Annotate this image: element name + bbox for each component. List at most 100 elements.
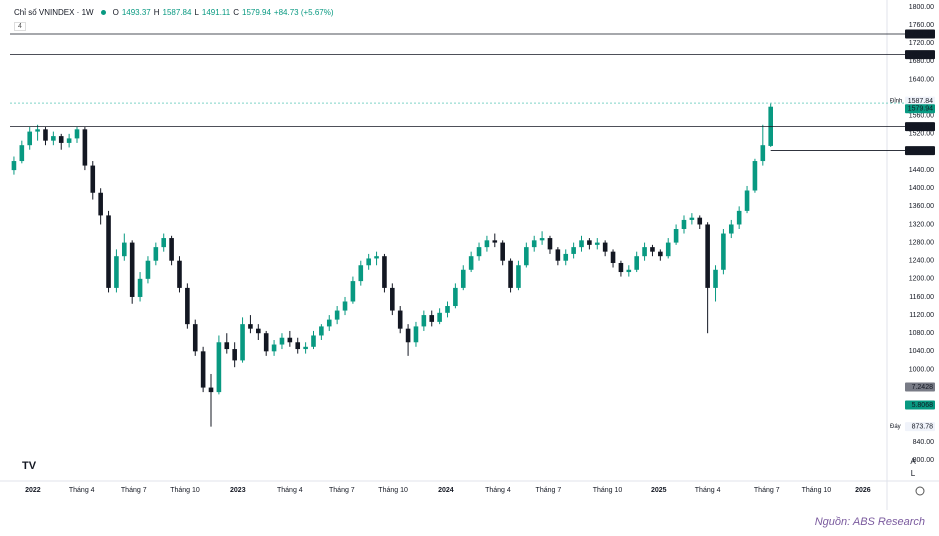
x-tick-label: 2025 [651,487,667,494]
y-tick-label: 1800.00 [909,4,934,11]
candle-body [445,306,450,313]
candle-body [11,161,17,171]
candle-body [705,224,710,288]
candle-body [106,215,111,288]
y-tick-label: 1560.00 [909,113,934,120]
level-tag: 1536.02 [908,123,933,130]
x-tick-label: Tháng 7 [121,487,147,494]
ohlc-value: 1493.37 [121,8,151,17]
candle-body [192,324,198,352]
volume-tag-bg [905,382,935,392]
candle-body [279,337,285,345]
volume-tag-bg [905,400,935,410]
candle-body [476,247,482,257]
settings-icon[interactable] [915,486,925,496]
candle-body [681,219,687,230]
candle-body [492,240,498,243]
last-price-tag: 1579.94 [908,106,933,113]
y-tick-label: 1000.00 [909,366,934,373]
candle-body [358,265,364,282]
candle-body [35,129,40,132]
candle-body [397,310,403,329]
candle-body [618,262,624,273]
candle-body [555,249,561,261]
y-tick-label: 1200.00 [909,276,934,283]
high-tag-bg [905,96,935,106]
volume-tag: 7.2428 [912,384,934,391]
low-label: Đáy [890,424,901,430]
candle-body [287,337,293,343]
y-tick-label: 840.00 [913,439,935,446]
candle-body [500,242,505,261]
candle-body [744,190,750,211]
last-price-tag-bg [905,104,935,114]
candle-body [82,129,88,166]
candle-body [319,326,324,336]
candle-body [468,256,474,270]
candle-body [594,242,600,245]
x-tick-label: Tháng 4 [695,487,721,494]
candle-body [263,333,269,352]
candle-body [43,129,48,141]
candle-body [760,145,766,162]
level-tag-bg [905,146,935,156]
candle-body [390,287,395,311]
candle-body [642,247,647,257]
candle-body [547,238,553,250]
candle-body [240,324,245,361]
y-tick-label: 1240.00 [909,258,934,265]
candle-body [374,256,379,259]
y-tick-label: 1760.00 [909,22,934,29]
candle-body [74,129,80,139]
level-tag: 1483.10 [908,147,933,154]
candle-body [531,240,537,248]
y-tick-label: 1400.00 [909,185,934,192]
scale-button[interactable]: L [911,469,916,478]
scale-button[interactable]: A [910,457,916,466]
candle-body [634,256,639,270]
candle-body [752,161,758,191]
candle-body [429,315,435,322]
x-tick-label: 2026 [855,487,871,494]
candle-body [437,312,442,322]
candle-body [232,349,237,361]
candle-body [137,278,143,297]
status-dot [100,10,106,15]
candle-body [524,247,529,266]
y-tick-label: 1360.00 [909,203,934,210]
candle-body [311,335,316,347]
chart: TV 800.00 840.00 1000.00 1040.00 1080.00 1120… [0,0,939,510]
y-tick-label: 1520.00 [909,131,934,138]
candle-body [271,344,277,352]
candle-body [563,253,569,261]
indicator-toggle[interactable]: 4 [14,22,26,31]
high-tag: 1587.84 [908,98,933,105]
candle-body [326,319,332,327]
candle-body [413,326,419,343]
level-tag: 1694.84 [908,51,933,58]
x-tick-label: Tháng 10 [802,487,832,494]
candle-body [122,242,127,257]
x-tick-label: Tháng 10 [378,487,408,494]
candle-body [161,238,167,248]
candle-body [658,251,663,257]
candle-body [610,251,616,263]
candle-body [216,342,222,393]
ohlc-label: C [233,8,239,17]
y-tick-label: 1720.00 [909,40,934,47]
x-tick-label: Tháng 4 [277,487,303,494]
x-tick-label: Tháng 10 [593,487,623,494]
ohlc-value: 1579.94 [242,8,271,17]
level-tag: 1740.38 [908,31,933,38]
candle-body [697,217,703,225]
candle-body [366,258,371,266]
candle-body [334,310,340,320]
candle-body [405,328,411,343]
candle-body [516,265,521,288]
candle-body [673,229,679,243]
x-tick-label: Tháng 7 [754,487,780,494]
y-tick-label: 1640.00 [909,76,934,83]
candle-body [303,346,308,350]
ohlc-label: H [153,8,160,17]
